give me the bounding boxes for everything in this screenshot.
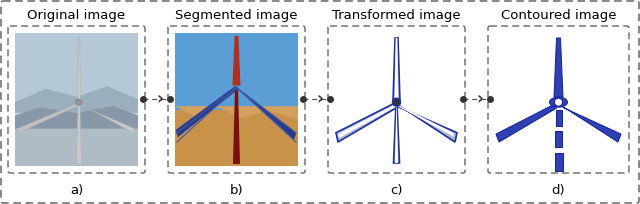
Circle shape	[554, 98, 563, 106]
Polygon shape	[175, 106, 298, 120]
Polygon shape	[393, 38, 400, 102]
Bar	[554, 153, 563, 171]
Bar	[555, 131, 562, 147]
Polygon shape	[77, 37, 81, 102]
Text: Contoured image: Contoured image	[500, 9, 616, 22]
FancyBboxPatch shape	[168, 26, 305, 173]
Polygon shape	[338, 104, 397, 138]
Polygon shape	[233, 88, 240, 164]
Polygon shape	[554, 38, 563, 97]
FancyBboxPatch shape	[8, 26, 145, 173]
FancyBboxPatch shape	[488, 26, 629, 173]
Polygon shape	[15, 86, 138, 113]
Bar	[15, 129, 138, 166]
Bar	[175, 33, 298, 110]
Text: d): d)	[552, 184, 565, 197]
Polygon shape	[496, 105, 557, 142]
Text: c): c)	[390, 184, 403, 197]
Polygon shape	[561, 105, 621, 142]
Polygon shape	[76, 104, 81, 164]
Text: a): a)	[70, 184, 83, 197]
Polygon shape	[236, 86, 296, 139]
Polygon shape	[79, 103, 135, 133]
Bar	[335, 33, 458, 166]
Polygon shape	[395, 104, 398, 163]
Text: ›: ›	[476, 90, 483, 108]
Text: Segmented image: Segmented image	[175, 9, 298, 22]
Polygon shape	[395, 38, 398, 102]
Polygon shape	[15, 106, 138, 129]
Text: ›: ›	[156, 90, 163, 108]
Bar	[556, 110, 561, 126]
Circle shape	[76, 99, 82, 105]
Polygon shape	[394, 104, 399, 163]
Polygon shape	[17, 103, 79, 133]
Circle shape	[392, 98, 401, 106]
Ellipse shape	[550, 97, 568, 107]
Bar	[175, 110, 298, 166]
Text: b): b)	[230, 184, 243, 197]
Bar	[495, 33, 622, 166]
Text: Original image: Original image	[28, 9, 125, 22]
Polygon shape	[336, 103, 397, 142]
Bar	[15, 106, 138, 166]
Polygon shape	[397, 104, 454, 137]
Text: Transformed image: Transformed image	[332, 9, 461, 22]
FancyBboxPatch shape	[328, 26, 465, 173]
Bar	[15, 33, 138, 106]
Polygon shape	[176, 86, 237, 137]
Polygon shape	[396, 103, 457, 142]
Polygon shape	[232, 36, 241, 85]
Text: ›: ›	[316, 90, 323, 108]
